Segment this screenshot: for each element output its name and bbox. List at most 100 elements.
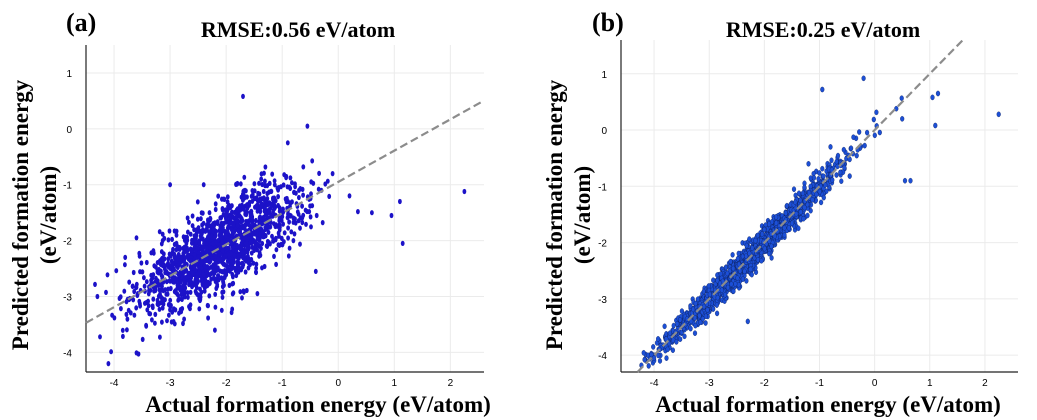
panel-a-data-point xyxy=(250,188,255,194)
panel-a-data-point xyxy=(298,241,302,247)
panel-a-data-point xyxy=(206,234,211,240)
panel-a-x-tick-label: -1 xyxy=(278,378,287,389)
panel-a-data-point xyxy=(186,252,190,258)
panel-a-y-tick-label: -2 xyxy=(63,237,72,248)
panel-a-data-point xyxy=(281,206,285,212)
panel-a-data-point xyxy=(190,223,195,229)
panel-b-data-point xyxy=(714,302,719,308)
panel-a-data-point xyxy=(294,190,298,196)
panel-b-x-tick-label: -1 xyxy=(815,378,824,389)
panel-b-data-point xyxy=(782,225,787,231)
panel-a-data-point xyxy=(213,291,218,297)
panel-b-data-point xyxy=(834,158,839,165)
panel-b-data-point xyxy=(744,278,749,284)
panel-a-data-point xyxy=(198,292,203,298)
panel-a-data-point xyxy=(231,280,236,286)
panel-a-data-point xyxy=(166,286,171,292)
panel-b-data-point xyxy=(748,266,753,273)
panel-a-data-point xyxy=(153,311,158,317)
panel-a: (a) RMSE:0.56 eV/atom Actual formation e… xyxy=(8,8,491,417)
panel-a-data-point xyxy=(243,194,248,200)
panel-a-data-point xyxy=(194,232,199,238)
panel-a-data-point xyxy=(109,349,113,355)
panel-a-data-point xyxy=(177,244,182,251)
panel-b-data-point xyxy=(829,157,834,164)
panel-a-data-point xyxy=(228,241,233,247)
panel-b-data-point xyxy=(902,177,908,184)
panel-a-data-point xyxy=(257,250,262,256)
panel-a-data-point xyxy=(127,279,132,285)
panel-a-data-point xyxy=(370,210,374,216)
panel-a-data-point xyxy=(277,217,282,223)
panel-a-data-point xyxy=(206,315,211,321)
panel-a-data-point xyxy=(144,259,149,266)
panel-a-data-point xyxy=(272,221,276,227)
panel-a-data-point xyxy=(220,239,225,245)
panel-a-data-point xyxy=(210,222,215,228)
panel-a-data-point xyxy=(190,270,195,276)
panel-a-data-point xyxy=(173,307,178,313)
panel-a-data-point xyxy=(171,266,176,272)
panel-a-data-point xyxy=(242,235,247,241)
panel-a-data-point xyxy=(167,228,172,234)
panel-a-data-point xyxy=(137,298,142,304)
panel-a-data-point xyxy=(238,181,243,187)
panel-a-data-point xyxy=(304,221,308,227)
panel-a-data-point xyxy=(249,250,254,256)
panel-a-data-point xyxy=(199,278,204,284)
panel-b-data-point xyxy=(838,169,843,176)
panel-a-data-point xyxy=(185,234,190,240)
panel-a-data-point xyxy=(157,266,161,273)
panel-a-data-point xyxy=(263,206,267,212)
panel-a-data-point xyxy=(246,253,250,259)
panel-a-data-point xyxy=(120,327,125,333)
panel-a-data-point xyxy=(242,289,246,295)
panel-a-data-point xyxy=(186,270,191,276)
panel-a-data-point xyxy=(122,288,127,294)
panel-a-data-point xyxy=(104,289,108,295)
panel-a-data-point xyxy=(227,252,231,258)
panel-a-data-point xyxy=(222,255,226,262)
panel-a-data-point xyxy=(273,237,278,243)
panel-b-data-point xyxy=(789,220,795,227)
panel-b-data-point xyxy=(744,253,749,259)
panel-a-y-axis-label-line2: (eV/atom) xyxy=(36,166,61,264)
panel-a-data-point xyxy=(170,236,175,242)
panel-a-data-point xyxy=(189,280,194,286)
panel-a-data-point xyxy=(164,269,169,275)
panel-a-data-point xyxy=(262,263,267,270)
panel-b-data-point xyxy=(802,204,807,211)
panel-a-data-point xyxy=(167,251,172,257)
panel-b-data-point xyxy=(679,308,684,314)
panel-b-data-point xyxy=(750,245,755,251)
panel-a-data-point xyxy=(400,240,405,246)
panel-b-data-point xyxy=(874,109,879,116)
panel-a-data-point xyxy=(204,268,209,275)
panel-b-data-point xyxy=(675,321,680,327)
panel-a-data-point xyxy=(140,336,145,342)
panel-a-data-point xyxy=(293,184,297,190)
panel-a-data-point xyxy=(254,261,259,267)
panel-a-data-point xyxy=(166,237,171,243)
panel-b-data-point xyxy=(729,281,734,287)
panel-a-data-point xyxy=(134,284,139,290)
panel-a-data-point xyxy=(123,254,128,260)
panel-a-data-point xyxy=(290,180,294,186)
panel-a-data-point xyxy=(213,206,218,213)
panel-a-data-point xyxy=(152,263,157,269)
panel-b-data-point xyxy=(877,129,882,136)
panel-a-data-point xyxy=(308,214,313,220)
panel-a-data-point xyxy=(178,258,183,264)
panel-a-x-tick-label: 2 xyxy=(448,378,454,389)
panel-b-data-point xyxy=(805,212,810,219)
panel-b-data-point xyxy=(759,258,764,264)
panel-b-data-point xyxy=(698,319,703,326)
panel-a-data-point xyxy=(398,198,402,205)
panel-a-data-point xyxy=(220,227,225,233)
panel-b-data-point xyxy=(760,231,765,237)
panel-b-data-point xyxy=(808,183,813,190)
panel-b-x-tick-label: -4 xyxy=(650,378,659,389)
panel-a-data-point xyxy=(287,184,292,190)
panel-a-data-point xyxy=(218,215,223,221)
panel-b-data-point xyxy=(908,177,913,184)
